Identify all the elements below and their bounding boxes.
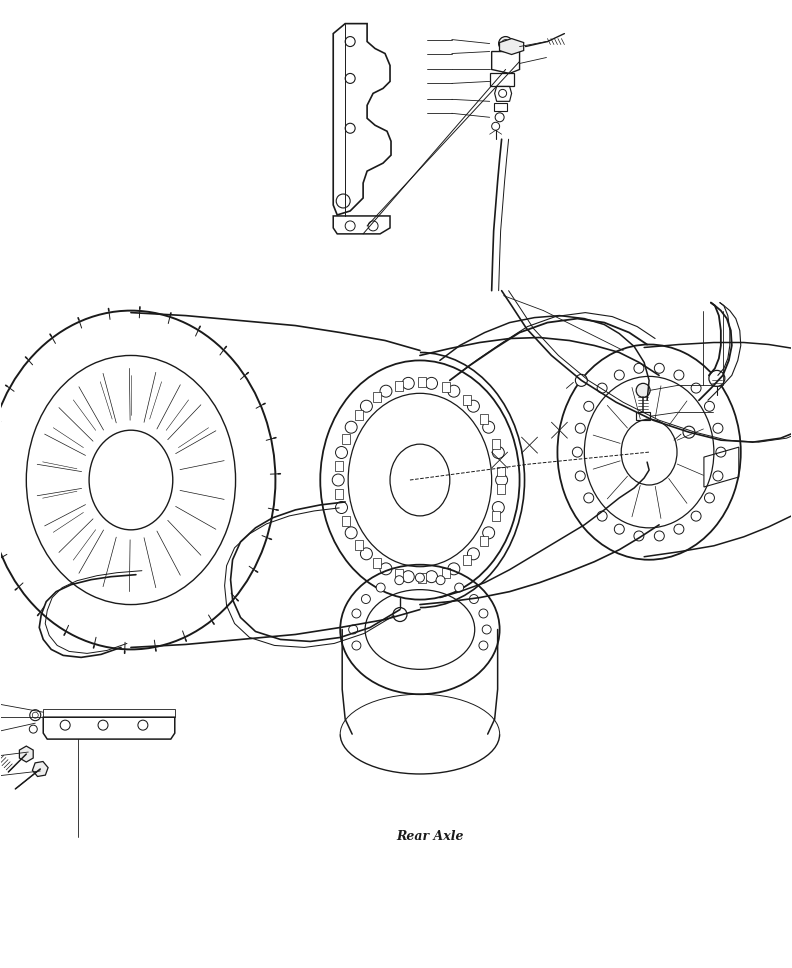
Polygon shape xyxy=(497,484,505,494)
Circle shape xyxy=(674,525,684,534)
Circle shape xyxy=(467,400,479,412)
Circle shape xyxy=(575,471,585,481)
Circle shape xyxy=(455,583,463,592)
Polygon shape xyxy=(44,717,175,740)
Polygon shape xyxy=(480,535,488,546)
Polygon shape xyxy=(492,511,500,521)
Circle shape xyxy=(448,562,460,575)
Circle shape xyxy=(479,609,488,618)
Circle shape xyxy=(615,525,624,534)
Circle shape xyxy=(493,501,505,513)
Polygon shape xyxy=(342,434,350,443)
Circle shape xyxy=(709,371,725,386)
Circle shape xyxy=(60,720,70,730)
Polygon shape xyxy=(497,467,505,476)
Circle shape xyxy=(705,402,714,411)
Circle shape xyxy=(336,501,348,513)
Polygon shape xyxy=(500,39,524,54)
Circle shape xyxy=(584,493,594,503)
Polygon shape xyxy=(463,395,470,405)
Circle shape xyxy=(683,426,695,439)
Circle shape xyxy=(138,720,148,730)
Polygon shape xyxy=(19,746,33,762)
Polygon shape xyxy=(480,414,488,424)
Circle shape xyxy=(380,385,392,397)
Circle shape xyxy=(352,641,361,650)
Circle shape xyxy=(470,594,478,603)
Circle shape xyxy=(636,383,650,397)
Circle shape xyxy=(376,583,385,592)
Circle shape xyxy=(352,609,361,618)
Circle shape xyxy=(493,446,505,459)
Circle shape xyxy=(654,363,664,374)
Polygon shape xyxy=(442,382,450,392)
Circle shape xyxy=(674,370,684,380)
Circle shape xyxy=(691,511,701,521)
Circle shape xyxy=(705,493,714,503)
Polygon shape xyxy=(394,569,403,579)
Circle shape xyxy=(499,37,512,50)
Circle shape xyxy=(436,576,445,585)
Polygon shape xyxy=(335,461,343,470)
Circle shape xyxy=(496,474,508,486)
Circle shape xyxy=(713,471,723,481)
Circle shape xyxy=(98,720,108,730)
Polygon shape xyxy=(355,540,363,550)
Polygon shape xyxy=(373,392,381,402)
Circle shape xyxy=(467,548,479,560)
Text: Rear Axle: Rear Axle xyxy=(396,831,463,843)
Polygon shape xyxy=(342,516,350,527)
Circle shape xyxy=(615,370,624,380)
Circle shape xyxy=(336,446,348,459)
Circle shape xyxy=(482,527,495,539)
Polygon shape xyxy=(394,380,403,391)
Circle shape xyxy=(634,363,644,374)
Circle shape xyxy=(402,571,414,583)
Circle shape xyxy=(634,531,644,541)
Circle shape xyxy=(716,447,725,457)
Circle shape xyxy=(479,641,488,650)
Circle shape xyxy=(361,594,371,603)
Circle shape xyxy=(482,421,495,434)
Circle shape xyxy=(360,548,372,560)
Circle shape xyxy=(482,625,491,634)
Polygon shape xyxy=(373,559,381,568)
Circle shape xyxy=(416,573,425,582)
Circle shape xyxy=(448,385,460,397)
Circle shape xyxy=(345,527,357,539)
Circle shape xyxy=(348,625,358,634)
Circle shape xyxy=(575,375,588,386)
Polygon shape xyxy=(418,378,426,387)
Polygon shape xyxy=(32,762,48,776)
Circle shape xyxy=(425,571,437,583)
Polygon shape xyxy=(418,573,426,583)
Polygon shape xyxy=(463,555,470,565)
Circle shape xyxy=(380,562,392,575)
Circle shape xyxy=(597,511,607,521)
Circle shape xyxy=(654,531,664,541)
Circle shape xyxy=(345,421,357,434)
Polygon shape xyxy=(335,489,343,499)
Circle shape xyxy=(691,383,701,393)
Circle shape xyxy=(332,474,345,486)
Circle shape xyxy=(360,400,372,412)
Circle shape xyxy=(584,402,594,411)
Circle shape xyxy=(597,383,607,393)
Polygon shape xyxy=(442,567,450,578)
Polygon shape xyxy=(355,410,363,420)
Circle shape xyxy=(713,423,723,434)
Circle shape xyxy=(573,447,582,457)
Polygon shape xyxy=(492,439,500,449)
Circle shape xyxy=(425,378,437,389)
Circle shape xyxy=(394,576,404,585)
Circle shape xyxy=(402,378,414,389)
Circle shape xyxy=(575,423,585,434)
